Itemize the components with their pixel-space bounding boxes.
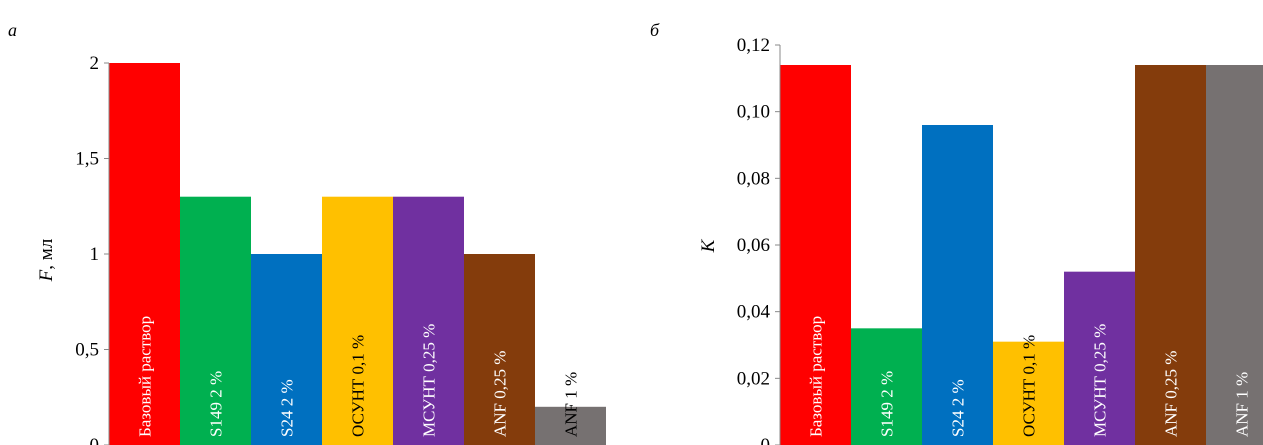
panel-a-y-tick-label: 0,5	[75, 340, 99, 361]
panel-a-bar-осунт-0-1	[322, 196, 393, 445]
chart-panel-a: а F, мл 0 0,5 1 1,5 2 Базовый раствор S149 2 …	[8, 20, 606, 445]
panel-a-bar-label: ОСУНТ 0,1 %	[349, 335, 368, 437]
panel-a-bar-label: ANF 1 %	[562, 372, 581, 437]
panel-a-y-axis-label: F, мл	[36, 238, 57, 282]
panel-b-y-axis-variable: K	[698, 238, 719, 253]
panel-b-bar-label: ANF 1 %	[1233, 372, 1252, 437]
panel-a-y-tick-label: 1,5	[75, 149, 99, 170]
panel-b-bar-базовый-раствор	[780, 65, 851, 445]
panel-b-y-ticks: 0 0,02 0,04 0,06 0,08 0,10 0,12	[737, 35, 780, 445]
panel-b-bar-labels: Базовый раствор S149 2 % S24 2 % ОСУНТ 0,1 …	[807, 316, 1252, 437]
panel-b-y-tick-label: 0,04	[737, 302, 771, 323]
panel-b-y-tick-label: 0,02	[737, 368, 770, 389]
panel-b-bar-anf-1	[1206, 65, 1263, 445]
panel-b-y-axis-label: K	[698, 238, 719, 253]
panel-a-bar-label: ANF 0,25 %	[491, 351, 510, 437]
panel-b-bar-label: Базовый раствор	[807, 316, 826, 437]
panel-a-y-axis-variable: F	[36, 269, 57, 282]
panel-a-bar-label: S149 2 %	[207, 371, 226, 437]
panel-b-bar-label: ANF 0,25 %	[1162, 351, 1181, 437]
panel-a-y-tick-label: 2	[90, 53, 100, 74]
panel-b-bar-s24-2	[922, 125, 993, 445]
panel-b-bar-мсунт-0-25	[1064, 271, 1135, 445]
panel-a-bar-anf-0-25	[464, 254, 535, 445]
panel-a-bar-anf-1	[535, 406, 606, 445]
panel-b-bar-s149-2	[851, 328, 922, 445]
panel-b-y-tick-label: 0,10	[737, 102, 770, 123]
panel-b-bar-label: МСУНТ 0,25 %	[1091, 324, 1110, 437]
panel-b-y-tick-label: 0,06	[737, 235, 770, 256]
panel-b-letter: б	[650, 20, 660, 40]
panel-b-bars	[780, 65, 1263, 445]
panel-a-bar-базовый-раствор	[109, 63, 180, 445]
panel-a-y-tick-label: 1	[90, 244, 100, 265]
panel-b-bar-label: S149 2 %	[878, 371, 897, 437]
panel-a-bars	[109, 63, 606, 445]
panel-b-bar-осунт-0-1	[993, 341, 1064, 445]
panel-b-y-tick-label: 0	[761, 435, 771, 445]
panel-a-letter: а	[8, 20, 17, 40]
panel-a-y-tick-label: 0	[90, 435, 100, 445]
panel-a-bar-labels: Базовый раствор S149 2 % S24 2 % ОСУНТ 0,1 …	[136, 316, 581, 437]
chart-panel-b: б K 0 0,02 0,04 0,06 0,08 0,10 0,12 Базовый ра…	[650, 20, 1263, 445]
panel-b-y-tick-label: 0,12	[737, 35, 770, 56]
panel-a-bar-s149-2	[180, 196, 251, 445]
panel-a-bar-label: Базовый раствор	[136, 316, 155, 437]
panel-a-bar-мсунт-0-25	[393, 196, 464, 445]
panel-a-bar-s24-2	[251, 254, 322, 445]
panel-b-bar-label: S24 2 %	[949, 379, 968, 437]
panel-b-bar-anf-0-25	[1135, 65, 1206, 445]
panel-a-bar-label: МСУНТ 0,25 %	[420, 324, 439, 437]
panel-a-y-ticks: 0 0,5 1 1,5 2	[75, 53, 109, 445]
panel-a-bar-label: S24 2 %	[278, 379, 297, 437]
panel-b-bar-label: ОСУНТ 0,1 %	[1020, 335, 1039, 437]
panel-b-y-tick-label: 0,08	[737, 168, 770, 189]
panel-a-y-axis-unit: , мл	[36, 238, 57, 270]
